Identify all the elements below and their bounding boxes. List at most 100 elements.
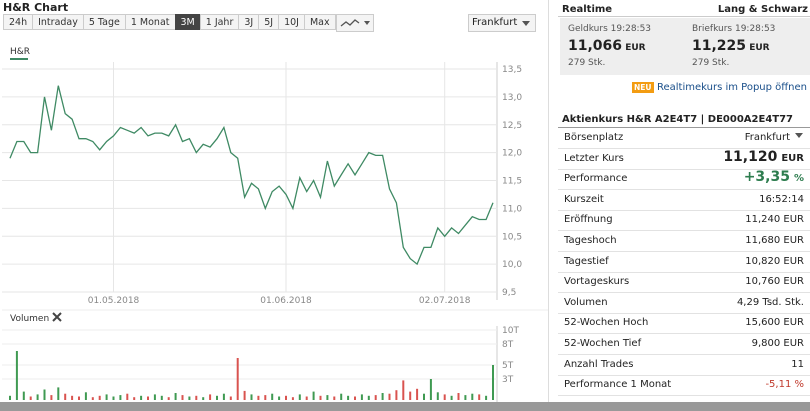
row-label: 52-Wochen Tief [564, 338, 642, 349]
range-tab[interactable]: 3M [174, 14, 201, 30]
volume-bar [222, 393, 225, 400]
volume-bar [126, 393, 129, 400]
row-unit: % [793, 173, 804, 185]
row-value-text: 11,120 [723, 148, 778, 165]
volume-bar [354, 396, 356, 400]
volume-bar [319, 395, 322, 400]
volume-bar [153, 394, 156, 400]
volume-bar [91, 397, 94, 400]
row-value: +3,35% [744, 169, 804, 185]
row-value: 11,120 EUR [723, 149, 804, 165]
arrow [795, 133, 803, 138]
volume-bar [43, 389, 46, 400]
row-label: Tageshoch [564, 235, 617, 246]
volume-bar [78, 396, 80, 400]
row-value[interactable]: Frankfurt [745, 132, 804, 143]
volume-bar [64, 393, 67, 400]
y-tick-label: 13,0 [502, 93, 522, 103]
legend-label: H&R [10, 47, 30, 57]
x-tick-label: 01.05.2018 [88, 296, 140, 306]
volume-bar [381, 393, 384, 400]
row-value: 11 [791, 359, 804, 370]
quote-title: Aktienkurs H&R A2E4T7 | DE000A2E4T77 [562, 114, 794, 125]
price-line [9, 85, 494, 266]
volume-bar [229, 396, 232, 400]
volume-bar [395, 390, 398, 400]
volume-bar [271, 393, 274, 400]
row-value: 10,820 EUR [745, 256, 804, 267]
quote-row: Kurszeit 16:52:14 [558, 190, 810, 211]
row-label: 52-Wochen Hoch [564, 317, 649, 329]
quote-row: 52-Wochen Tief 9,800 EUR [558, 334, 810, 355]
volume-bar [257, 395, 260, 400]
y-tick-label: 13,5 [502, 65, 522, 75]
chart-type-select[interactable] [336, 14, 374, 32]
volume-bar [22, 391, 25, 400]
dropdown-arrow [522, 21, 530, 26]
bottom-bar [0, 402, 810, 411]
range-tab[interactable]: 1 Jahr [199, 14, 240, 30]
y-tick-label: 10T [502, 326, 519, 336]
volume-bar [160, 395, 163, 400]
bid-label: Geldkurs 19:28:53 [568, 24, 652, 34]
range-tab[interactable]: 24h [3, 14, 34, 30]
volume-bar [367, 395, 370, 400]
quote-row: 52-Wochen Hoch 15,600 EUR [558, 313, 810, 335]
volume-bar [409, 391, 412, 400]
y-tick-label: 11,5 [502, 177, 522, 187]
volume-bar [333, 396, 336, 400]
range-tab[interactable]: 5 Tage [82, 14, 126, 30]
volume-bar [15, 351, 18, 400]
y-tick-label: 11,0 [502, 204, 522, 214]
y-tick-label: 8T [502, 340, 514, 350]
exchange-select[interactable]: Frankfurt [468, 14, 536, 32]
volume-bar [112, 396, 115, 400]
bid-size: 279 Stk. [568, 58, 606, 68]
volume-bar [436, 392, 439, 400]
row-label: Anzahl Trades [564, 358, 634, 370]
quote-row: Tagestief 10,820 EUR [558, 252, 810, 273]
volume-bar [29, 396, 32, 400]
quote-row: Börsenplatz Frankfurt [558, 128, 810, 149]
y-tick-label: 5T [502, 361, 514, 371]
row-value: 15,600 EUR [745, 317, 804, 328]
ask-unit: EUR [749, 43, 770, 53]
range-tabs: 24h Intraday 5 Tage 1 Monat 3M 1 Jahr 3J 5J 10J M… [3, 14, 336, 30]
quote-row: Eröffnung 11,240 EUR [558, 210, 810, 232]
y-tick-label: 3T [502, 375, 514, 385]
volume-bar [347, 395, 350, 400]
popup-link[interactable]: Realtimekurs im Popup öffnen [657, 82, 808, 93]
row-value-text: 11,240 EUR [745, 214, 804, 226]
y-tick-label: 10,5 [502, 232, 522, 242]
volume-bar [326, 395, 329, 400]
volume-bar [57, 387, 60, 400]
row-value: -5,11 % [765, 379, 804, 390]
volume-bar [50, 395, 53, 400]
volume-bar [305, 396, 308, 400]
quote-row: Anzahl Trades 11 [558, 355, 810, 376]
row-value: 9,800 EUR [752, 338, 804, 349]
volume-bar [423, 393, 425, 400]
row-value-text: +3,35 [743, 169, 790, 186]
bid: 11,066 EUR [568, 38, 646, 54]
volume-bar [236, 358, 239, 400]
row-value-text: 9,800 EUR [751, 338, 804, 349]
row-value-text: 16:52:14 [759, 193, 804, 205]
volume-bar [291, 397, 294, 400]
volume-bar [492, 365, 494, 400]
ask-size: 279 Stk. [692, 58, 730, 68]
volume-bar [209, 394, 212, 400]
chart-svg: H&R 9,5 10,0 10,5 11,0 11,5 12,0 12,5 13,0 13,5 01… [2, 47, 548, 402]
volume-close-icon [52, 312, 62, 322]
volume-bar [264, 395, 267, 400]
row-value-text: 11 [791, 358, 804, 370]
range-tab[interactable]: Max [303, 14, 336, 30]
volume-bar [464, 395, 467, 400]
volume-bar [71, 395, 74, 400]
volume-bar [147, 396, 149, 400]
ask-label: Briefkurs 19:28:53 [692, 24, 776, 34]
y-tick-label: 12,0 [502, 149, 522, 159]
row-label: Volumen [564, 296, 608, 308]
range-tab[interactable]: Intraday [32, 14, 84, 30]
row-value-text: Frankfurt [744, 132, 790, 143]
